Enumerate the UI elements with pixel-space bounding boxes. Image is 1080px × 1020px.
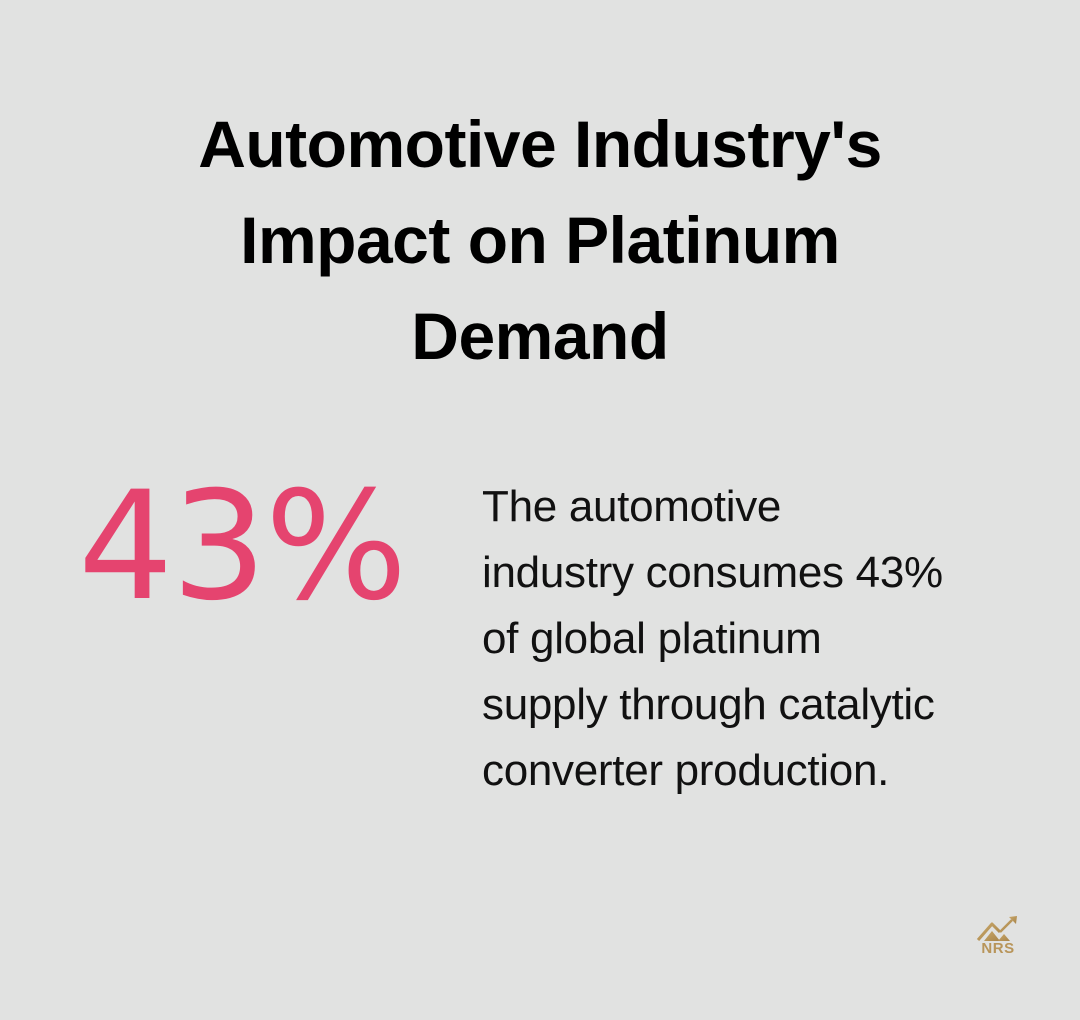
description-line-1: The automotive — [482, 482, 782, 531]
brand-logo: NRS — [972, 914, 1024, 960]
description-line-2: industry consumes 43% — [482, 548, 943, 597]
stat-value: 43% — [78, 460, 407, 634]
logo-text: NRS — [981, 940, 1015, 957]
page-title: Automotive Industry's Impact on Platinum… — [0, 96, 1080, 384]
description-line-4: supply through catalytic — [482, 680, 935, 729]
title-line-2: Impact on Platinum — [240, 203, 840, 277]
title-line-1: Automotive Industry's — [198, 107, 882, 181]
description-line-3: of global platinum — [482, 614, 822, 663]
title-line-3: Demand — [411, 299, 669, 373]
stat-description: The automotive industry consumes 43% of … — [482, 474, 1022, 804]
description-line-5: converter production. — [482, 746, 890, 795]
house-chart-arrow-icon — [976, 916, 1017, 941]
